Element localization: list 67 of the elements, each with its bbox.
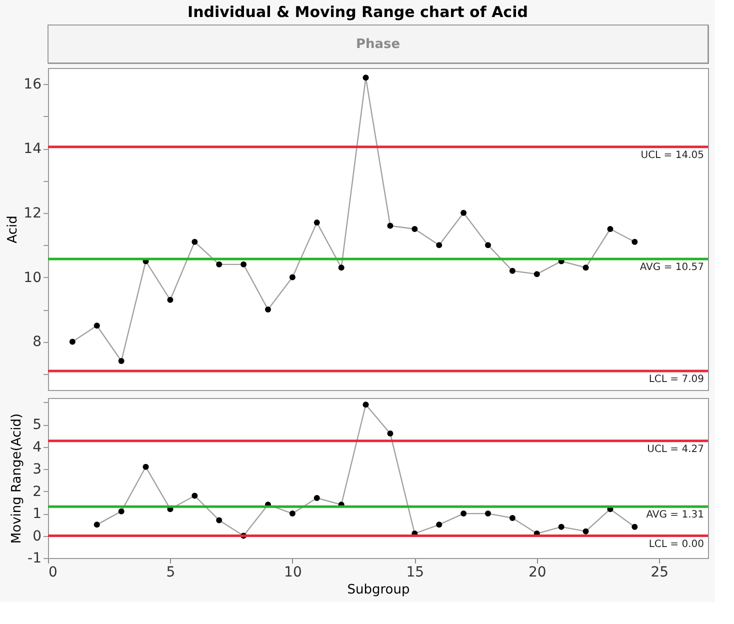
y-tick-label: -1 xyxy=(28,550,42,566)
point xyxy=(387,222,394,229)
point xyxy=(338,264,344,271)
point xyxy=(509,515,516,521)
x-axis-title: Subgroup xyxy=(347,582,410,598)
x-tick-label: 0 xyxy=(48,564,58,580)
point xyxy=(118,508,124,514)
point xyxy=(94,522,100,528)
point xyxy=(582,264,589,271)
point xyxy=(534,271,540,278)
point xyxy=(436,242,442,248)
point xyxy=(509,268,516,274)
point xyxy=(412,226,418,232)
point xyxy=(167,296,174,303)
ref-line-label: UCL = 4.27 xyxy=(647,444,704,455)
text: Phase xyxy=(356,37,400,52)
y-tick-label: 8 xyxy=(32,334,42,350)
point xyxy=(387,430,394,437)
y-tick-label: 1 xyxy=(32,506,42,522)
y-tick-label: 10 xyxy=(24,270,42,286)
x-tick-label: 15 xyxy=(406,564,424,580)
point xyxy=(69,338,76,345)
y-tick-label: 16 xyxy=(24,76,42,93)
point xyxy=(362,74,369,81)
point xyxy=(460,510,467,517)
ref-line-label: LCL = 7.09 xyxy=(648,374,704,385)
y-tick-label: 3 xyxy=(32,462,42,478)
point xyxy=(216,261,222,268)
point xyxy=(362,402,369,408)
y-axis-title: Acid xyxy=(6,216,21,244)
point xyxy=(460,210,467,216)
point xyxy=(485,242,491,248)
y-tick-label: 2 xyxy=(32,484,42,500)
point xyxy=(632,524,638,530)
x-tick-label: 5 xyxy=(166,564,176,580)
point xyxy=(582,528,589,534)
point xyxy=(558,524,564,530)
point xyxy=(192,238,198,245)
y-tick-label: 4 xyxy=(32,439,42,456)
x-tick-label: 25 xyxy=(650,564,669,580)
x-tick-label: 20 xyxy=(528,564,546,580)
point xyxy=(118,358,124,364)
y-tick-label: 14 xyxy=(24,141,42,157)
point xyxy=(240,261,247,268)
ref-line-label: AVG = 10.57 xyxy=(640,262,704,273)
y-tick-label: 5 xyxy=(32,417,42,434)
ref-line-label: LCL = 0.00 xyxy=(648,538,704,550)
point xyxy=(314,220,320,226)
point xyxy=(632,238,638,245)
ref-line-label: AVG = 1.31 xyxy=(646,510,704,521)
point xyxy=(94,322,100,329)
point xyxy=(607,226,614,232)
y-axis-title: Moving Range(Acid) xyxy=(10,413,25,544)
point xyxy=(265,306,271,312)
point xyxy=(314,495,320,501)
point xyxy=(436,522,442,528)
point xyxy=(216,517,222,524)
chart-title: Individual & Moving Range chart of Acid xyxy=(187,3,528,21)
y-tick-label: 0 xyxy=(32,528,42,544)
point xyxy=(142,464,149,470)
point xyxy=(289,510,296,517)
y-tick-label: 12 xyxy=(24,205,42,222)
x-tick-label: 10 xyxy=(284,564,302,580)
ref-line-label: UCL = 14.05 xyxy=(640,150,704,161)
point xyxy=(485,510,491,517)
point xyxy=(289,274,296,280)
point xyxy=(192,492,198,499)
